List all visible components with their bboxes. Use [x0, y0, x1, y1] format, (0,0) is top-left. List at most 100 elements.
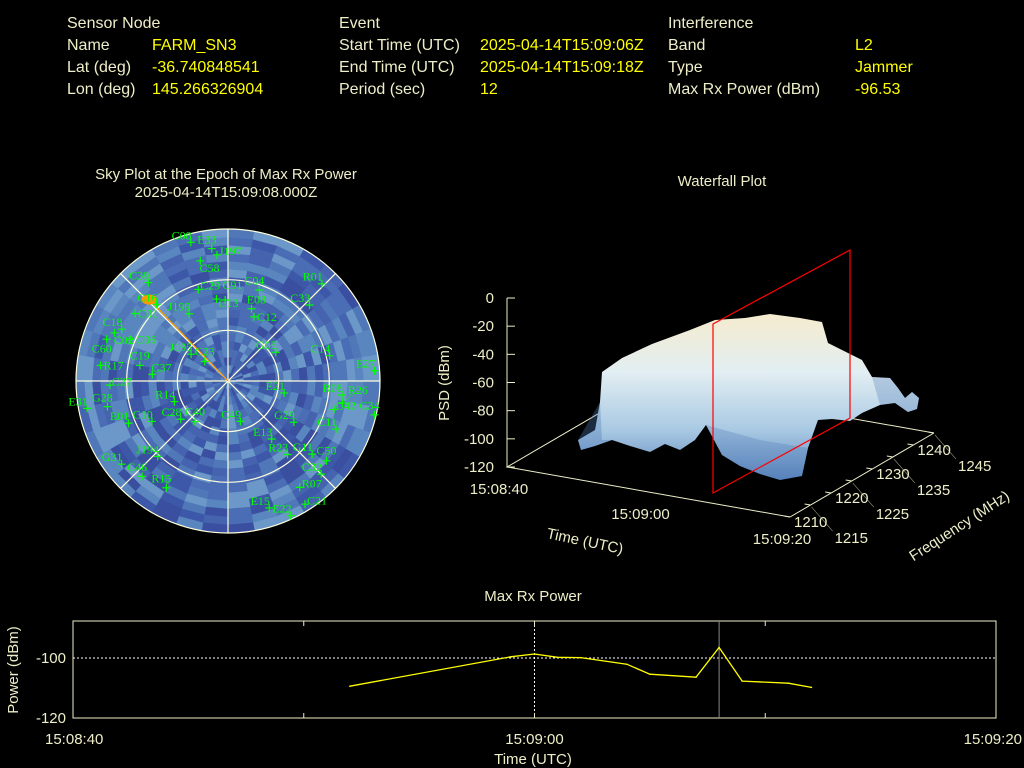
satellite-marker[interactable]: C28	[162, 405, 185, 424]
satellite-label: C18	[103, 315, 123, 329]
satellite-cross-icon	[280, 388, 289, 397]
satellite-marker[interactable]: C01	[131, 307, 158, 321]
satellite-cross-icon	[153, 452, 162, 461]
satellite-cross-icon	[162, 483, 171, 492]
satellite-marker[interactable]: J194	[136, 442, 162, 461]
satellite-marker[interactable]: C27	[105, 374, 132, 390]
satellite-marker[interactable]: C60	[92, 335, 112, 356]
sky-plot-epoch: 2025-04-14T15:09:08.000Z	[135, 184, 318, 201]
satellite-marker[interactable]: J195	[170, 340, 196, 359]
freq-tick	[927, 431, 935, 434]
satellite-marker[interactable]: R07	[295, 477, 322, 492]
power-data-point	[741, 680, 743, 682]
satellite-marker[interactable]: C33	[290, 291, 314, 309]
satellite-marker[interactable]: C10	[133, 407, 156, 426]
satellite-marker[interactable]: R01	[303, 270, 326, 288]
jammer-marker[interactable]	[141, 294, 158, 305]
satellite-cross-icon	[305, 300, 314, 309]
satellite-marker[interactable]: C06	[126, 332, 156, 346]
satellite-marker[interactable]: R26	[338, 383, 368, 408]
satellite-marker[interactable]: C37	[148, 360, 172, 379]
satellite-marker[interactable]: C42	[330, 399, 356, 414]
satellite-label: C21	[307, 493, 327, 507]
satellite-label: C58	[200, 261, 220, 275]
satellite-cross-icon	[221, 295, 230, 304]
satellite-label: G28	[92, 390, 113, 404]
satellite-marker[interactable]: C02	[110, 328, 134, 347]
y-tick-label: -100	[36, 650, 66, 667]
satellite-marker[interactable]: E08	[247, 293, 266, 313]
satellite-label: C27	[112, 374, 132, 388]
sky-heatmap-cell	[219, 332, 229, 342]
satellite-marker[interactable]: R23	[268, 440, 292, 459]
satellite-marker[interactable]: E21	[266, 379, 289, 397]
satellite-marker[interactable]: J197	[212, 244, 242, 259]
satellite-cross-icon	[186, 238, 195, 247]
x-tick-label: 15:09:20	[964, 731, 1022, 748]
satellite-marker[interactable]: E01	[110, 409, 133, 428]
event-title: Event	[339, 15, 380, 32]
satellite-marker[interactable]: R08	[323, 381, 346, 399]
sensor-node-panel: Sensor Node Name Lat (deg) Lon (deg)	[67, 13, 160, 101]
satellite-cross-icon	[194, 285, 203, 294]
satellite-cross-icon	[126, 335, 135, 344]
freq-tick-label: 1210	[794, 514, 827, 531]
satellite-marker[interactable]: G31	[102, 450, 126, 469]
satellite-marker[interactable]: E13	[253, 425, 276, 443]
satellite-marker[interactable]: C18	[103, 315, 126, 334]
satellite-marker[interactable]: G11	[293, 440, 317, 459]
psd-tick-label: 0	[486, 290, 494, 307]
satellite-label: C13	[219, 296, 239, 310]
satellite-marker[interactable]: E31	[68, 394, 92, 413]
satellite-marker[interactable]: C91	[221, 278, 242, 304]
power-chart-title: Max Rx Power	[484, 588, 582, 605]
start-time-label: Start Time (UTC)	[339, 37, 460, 54]
satellite-marker[interactable]: C19	[130, 349, 150, 370]
satellite-marker[interactable]: C21	[300, 493, 327, 509]
satellite-marker[interactable]: G05	[256, 338, 280, 357]
satellite-marker[interactable]: C50	[316, 444, 336, 465]
satellite-label: C14	[310, 342, 330, 356]
satellite-marker[interactable]: G29	[274, 408, 298, 427]
sky-heatmap-cell	[227, 443, 241, 454]
satellite-label: C04	[244, 274, 264, 288]
satellite-marker[interactable]: C11	[317, 415, 341, 434]
satellite-marker[interactable]: C12	[249, 310, 277, 324]
satellite-label: E13	[253, 425, 272, 439]
satellite-marker[interactable]: G28	[92, 390, 113, 411]
satellite-marker[interactable]: C04	[244, 274, 264, 294]
satellite-marker[interactable]: C16	[137, 290, 161, 309]
satellite-marker[interactable]: C14	[310, 342, 334, 360]
sky-heatmap-cell	[76, 380, 87, 408]
freq-tick-leader	[893, 458, 916, 484]
satellite-marker[interactable]: R17	[96, 358, 124, 372]
satellite-cross-icon	[249, 312, 258, 321]
satellite-cross-icon	[187, 350, 196, 359]
sky-heatmap-cell	[179, 380, 189, 390]
satellite-marker[interactable]: C29	[194, 279, 220, 294]
sky-heatmap-cell	[227, 308, 241, 319]
satellite-label: C08	[172, 228, 192, 242]
waterfall-surface-shade	[872, 377, 919, 412]
satellite-marker[interactable]: C32	[302, 460, 326, 479]
satellite-label: C32	[302, 460, 322, 474]
satellite-marker[interactable]: C58	[196, 256, 220, 275]
satellite-marker[interactable]: C23	[195, 345, 215, 366]
satellite-marker[interactable]: E27	[356, 357, 379, 375]
satellite-marker[interactable]: C34	[360, 399, 380, 419]
satellite-marker[interactable]: C40	[185, 405, 205, 426]
satellite-marker[interactable]: C49	[221, 407, 245, 426]
satellite-marker[interactable]: C08	[172, 228, 195, 247]
sky-heatmap-cell	[201, 229, 229, 240]
power-data-point	[649, 673, 651, 675]
sky-heatmap-cell	[227, 428, 238, 438]
satellite-marker[interactable]: R15	[151, 472, 171, 492]
satellite-marker[interactable]: E15	[251, 494, 274, 512]
satellite-marker[interactable]: E33	[197, 232, 217, 253]
satellite-marker[interactable]: E22	[272, 502, 295, 520]
satellite-marker[interactable]: C39	[129, 269, 153, 287]
satellite-marker[interactable]: R14	[155, 388, 179, 406]
satellite-marker[interactable]: C46	[127, 460, 147, 481]
satellite-marker[interactable]: J199	[168, 300, 194, 318]
